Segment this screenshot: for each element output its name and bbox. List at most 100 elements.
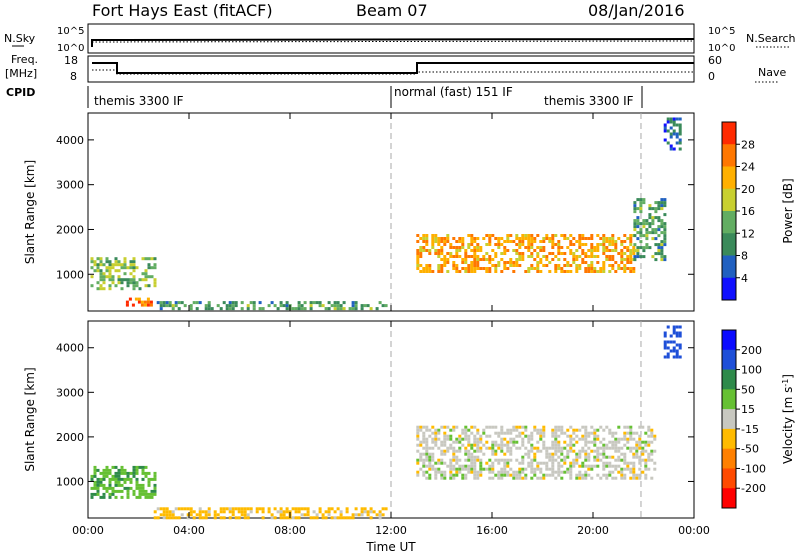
scatter-cell	[446, 450, 449, 453]
scatter-cell	[431, 468, 434, 471]
scatter-cell	[100, 260, 103, 263]
scatter-cell	[118, 484, 121, 487]
scatter-cell	[648, 222, 651, 225]
scatter-cell	[443, 471, 446, 474]
scatter-cell	[515, 258, 518, 261]
scatter-cell	[145, 472, 148, 475]
x-tick-label: 16:00	[476, 524, 508, 537]
scatter-cell	[602, 234, 605, 237]
scatter-cell	[620, 261, 623, 264]
scatter-cell	[485, 270, 488, 273]
scatter-cell	[590, 249, 593, 252]
scatter-cell	[667, 353, 670, 356]
scatter-cell	[657, 234, 660, 237]
scatter-cell	[590, 234, 593, 237]
scatter-cell	[636, 216, 639, 219]
scatter-cell	[97, 481, 100, 484]
scatter-cell	[524, 474, 527, 477]
scatter-cell	[286, 507, 289, 510]
scatter-cell	[118, 269, 121, 272]
scatter-cell	[614, 468, 617, 471]
scatter-cell	[295, 516, 298, 519]
scatter-cell	[340, 510, 343, 513]
scatter-cell	[464, 453, 467, 456]
scatter-cell	[461, 429, 464, 432]
scatter-cell	[139, 487, 142, 490]
scatter-cell	[578, 246, 581, 249]
scatter-cell	[629, 255, 632, 258]
scatter-cell	[545, 255, 548, 258]
scatter-cell	[533, 453, 536, 456]
scatter-cell	[343, 516, 346, 519]
scatter-cell	[644, 450, 647, 453]
scatter-cell	[229, 304, 232, 307]
scatter-cell	[512, 264, 515, 267]
scatter-cell	[614, 243, 617, 246]
scatter-cell	[247, 307, 250, 310]
scatter-cell	[346, 510, 349, 513]
scatter-cell	[440, 246, 443, 249]
scatter-cell	[572, 438, 575, 441]
scatter-cell	[548, 261, 551, 264]
scatter-cell	[605, 462, 608, 465]
scatter-cell	[449, 477, 452, 480]
scatter-cell	[91, 478, 94, 481]
scatter-cell	[434, 249, 437, 252]
scatter-cell	[551, 435, 554, 438]
scatter-cell	[253, 304, 256, 307]
scatter-cell	[452, 267, 455, 270]
scatter-cell	[144, 301, 147, 304]
scatter-cell	[461, 258, 464, 261]
scatter-cell	[639, 246, 642, 249]
scatter-cell	[452, 450, 455, 453]
scatter-cell	[642, 219, 645, 222]
scatter-cell	[277, 510, 280, 513]
scatter-cell	[533, 471, 536, 474]
scatter-cell	[679, 347, 682, 350]
scatter-cell	[623, 426, 626, 429]
scatter-cell	[639, 207, 642, 210]
scatter-cell	[416, 429, 419, 432]
scatter-cell	[304, 507, 307, 510]
scatter-cell	[584, 237, 587, 240]
scatter-cell	[638, 456, 641, 459]
scatter-cell	[676, 142, 679, 145]
scatter-cell	[422, 471, 425, 474]
scatter-cell	[473, 450, 476, 453]
scatter-cell	[91, 493, 94, 496]
scatter-cell	[647, 429, 650, 432]
scatter-cell	[440, 240, 443, 243]
scatter-cell	[660, 258, 663, 261]
scatter-cell	[536, 264, 539, 267]
scatter-cell	[530, 465, 533, 468]
scatter-cell	[503, 471, 506, 474]
scatter-cell	[614, 450, 617, 453]
scatter-cell	[229, 307, 232, 310]
scatter-cell	[633, 210, 636, 213]
scatter-cell	[304, 513, 307, 516]
scatter-cell	[461, 477, 464, 480]
scatter-cell	[557, 246, 560, 249]
scatter-cell	[187, 507, 190, 510]
scatter-cell	[617, 426, 620, 429]
scatter-cell	[434, 240, 437, 243]
scatter-cell	[644, 441, 647, 444]
scatter-cell	[292, 516, 295, 519]
scatter-cell	[419, 255, 422, 258]
scatter-cell	[605, 246, 608, 249]
scatter-cell	[584, 438, 587, 441]
scatter-cell	[611, 267, 614, 270]
scatter-cell	[144, 304, 147, 307]
scatter-cell	[199, 507, 202, 510]
scatter-cell	[370, 507, 373, 510]
scatter-cell	[506, 450, 509, 453]
scatter-cell	[569, 435, 572, 438]
scatter-cell	[103, 263, 106, 266]
scatter-region	[91, 466, 157, 499]
scatter-cell	[605, 237, 608, 240]
nsearch-tick-bottom: 10^0	[708, 43, 735, 54]
scatter-cell	[133, 284, 136, 287]
scatter-cell	[449, 246, 452, 249]
scatter-cell	[657, 249, 660, 252]
scatter-cell	[449, 435, 452, 438]
